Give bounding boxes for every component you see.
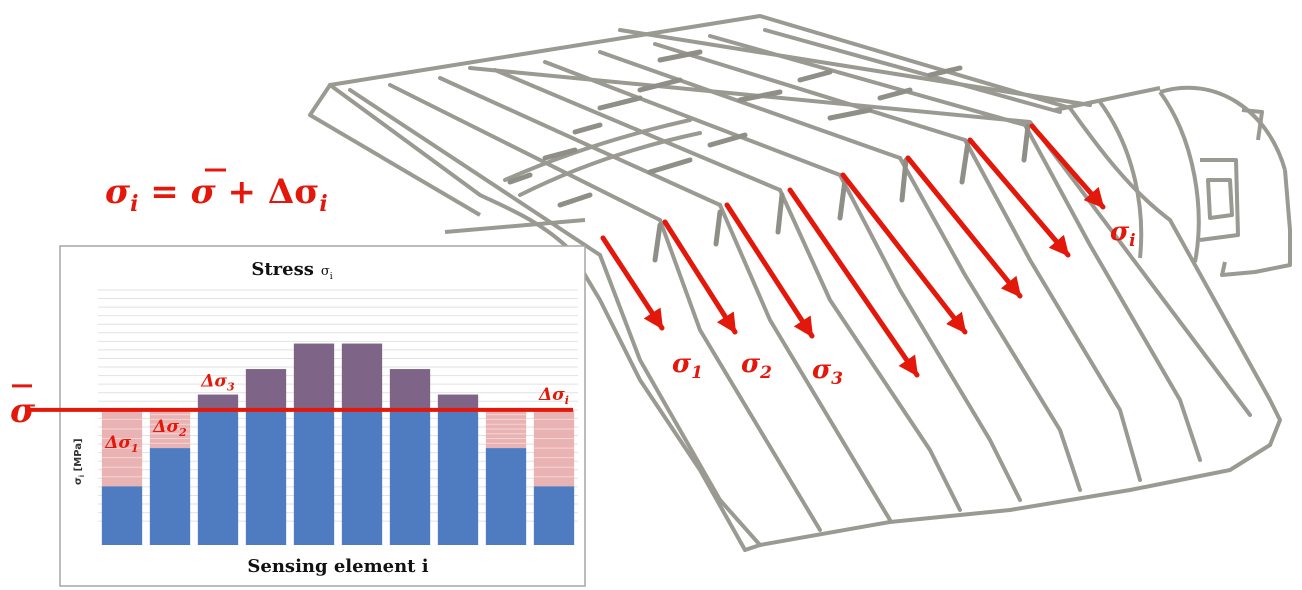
chart-bar [245,409,287,545]
stress-equation: σi = σ + Δσi [105,172,328,217]
chart-bar-excess [293,343,335,410]
sigma-2-label: σ2 [741,349,772,383]
sheet-dash-marks [507,49,1031,263]
chart-bar [533,486,575,545]
chart-bar [293,409,335,545]
chart-bar-excess [245,369,287,410]
stress-arrow [724,202,815,339]
deviation-label: Δσ3 [200,372,235,394]
stress-arrow [840,172,968,335]
chart-x-axis-label: Sensing element i [247,556,428,577]
deviation-label: Δσ1 [104,433,138,455]
chart-bar-excess [437,394,479,410]
sigma-i-label: σi [1110,217,1136,251]
sigma-1-label: σ1 [672,349,703,383]
deviation-labels: Δσ1 Δσ2 Δσ3 Δσi [104,372,569,455]
sheet-illustration [328,14,1282,552]
chart-bar [437,409,479,545]
chart-bar [341,409,383,545]
stress-arrows [600,123,1106,378]
chart-title: Stress σi [251,259,332,282]
chart-bar [485,448,527,545]
stress-arrow [662,219,738,335]
chart-bar-excess [389,369,431,410]
stress-arrow [787,187,920,378]
chart-bars [101,343,575,545]
deviation-label: Δσ2 [152,417,187,439]
chart-bar [101,486,143,545]
chart-bar-excess [197,394,239,410]
chart-bar [197,409,239,545]
mean-stress-label: σ [10,391,36,431]
stress-arrow [967,137,1071,258]
stress-arrow [905,155,1023,299]
stress-arrow [1029,123,1106,210]
shaft-illustration [308,83,1292,277]
stress-arrow [600,235,665,331]
chart-bar [389,409,431,545]
sigma-3-label: σ3 [812,355,843,389]
chart-bar-excess [341,343,383,410]
chart-bar [149,448,191,545]
stress-chart: Stress σi Sensing element i σi [MPa] Δσ1Δ… [59,245,586,587]
deviation-label: Δσi [538,385,569,407]
chart-y-axis-label: σi [MPa] [73,438,86,485]
